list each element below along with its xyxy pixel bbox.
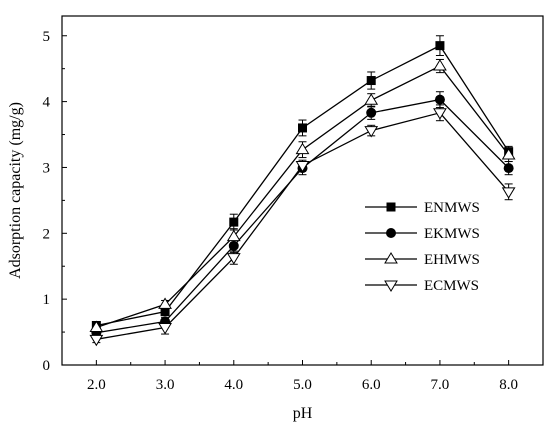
- error-bars: [92, 35, 513, 344]
- legend-marker-ekmws: [386, 228, 396, 238]
- legend-label-ekmws: EKMWS: [424, 226, 480, 242]
- y-tick-labels: 0 1 2 3 4 5: [43, 29, 51, 374]
- y-tick-label: 0: [43, 358, 51, 374]
- data-point-enmws: [160, 307, 170, 317]
- data-point-ehmws: [226, 229, 241, 242]
- legend-item-enmws: ENMWS: [365, 200, 480, 216]
- data-point-ecmws: [433, 108, 447, 120]
- data-point-ehmws: [295, 142, 310, 155]
- y-tick-label: 1: [43, 292, 51, 308]
- x-tick-label: 3.0: [156, 377, 175, 393]
- y-tick-label: 5: [43, 29, 51, 45]
- data-point-ekmws: [503, 163, 514, 174]
- legend-marker-enmws: [386, 202, 396, 212]
- series-lines: [96, 44, 510, 340]
- data-point-ehmws: [433, 59, 447, 71]
- y-tick-label: 4: [43, 95, 51, 111]
- legend-label-ehmws: EHMWS: [424, 252, 480, 268]
- y-axis-title: Adsorption capacity (mg/g): [7, 102, 24, 279]
- plot-area-frame: [61, 15, 544, 366]
- data-point-ecmws: [89, 334, 104, 347]
- data-markers: [89, 41, 516, 347]
- legend-item-ecmws: ECMWS: [365, 278, 479, 294]
- y-tick-label: 2: [43, 226, 51, 242]
- data-point-enmws: [435, 41, 445, 51]
- x-tick-label: 6.0: [362, 377, 381, 393]
- axis-ticks: [62, 35, 510, 366]
- legend-item-ekmws: EKMWS: [365, 226, 480, 242]
- x-tick-label: 5.0: [293, 377, 312, 393]
- x-tick-label: 4.0: [224, 377, 243, 393]
- data-point-ekmws: [434, 94, 445, 105]
- data-point-ecmws: [295, 160, 310, 173]
- y-tick-label: 3: [43, 160, 51, 176]
- x-axis-title: pH: [293, 405, 313, 422]
- x-tick-label: 8.0: [499, 377, 518, 393]
- legend-marker-ecmws: [384, 280, 398, 292]
- data-point-ecmws: [364, 126, 379, 138]
- legend: ENMWS EKMWS EHMWS ECMWS: [365, 200, 480, 294]
- legend-marker-ehmws: [384, 252, 398, 264]
- x-tick-label: 7.0: [431, 377, 450, 393]
- data-point-ecmws: [226, 253, 241, 265]
- data-point-enmws: [366, 76, 376, 86]
- x-tick-label: 2.0: [87, 377, 106, 393]
- data-point-ecmws: [501, 187, 516, 199]
- data-point-ehmws: [501, 147, 516, 160]
- data-point-ehmws: [89, 320, 104, 332]
- data-point-ehmws: [364, 93, 379, 105]
- data-point-ekmws: [366, 107, 377, 118]
- x-tick-labels: 2.0 3.0 4.0 5.0 6.0 7.0 8.0: [87, 377, 518, 393]
- data-point-ecmws: [158, 322, 172, 335]
- legend-label-enmws: ENMWS: [424, 200, 480, 216]
- data-point-ekmws: [228, 240, 239, 251]
- data-point-enmws: [229, 217, 239, 227]
- legend-label-ecmws: ECMWS: [424, 278, 479, 294]
- legend-item-ehmws: EHMWS: [365, 252, 480, 268]
- data-point-enmws: [298, 123, 307, 133]
- data-point-ehmws: [158, 297, 172, 309]
